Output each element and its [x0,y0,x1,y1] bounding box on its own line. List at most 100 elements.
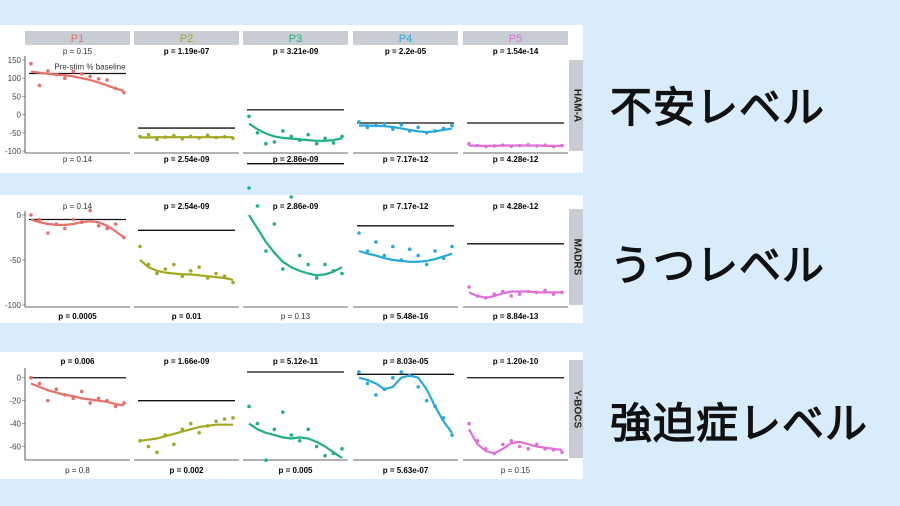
data-point-p2 [222,417,227,421]
top-p-value: p = 7.17e-12 [383,202,429,211]
data-point-p4 [357,231,361,235]
data-point-p2 [231,136,235,141]
bottom-p-value: p = 5.48e-16 [383,312,429,321]
data-point-p2 [138,134,142,139]
data-point-p1 [71,396,76,401]
data-point-p3 [340,271,344,276]
top-p-value: p = 2.2e-05 [385,47,427,56]
anxiety-level-label: 不安レベル [610,83,826,132]
data-point-p3 [306,262,310,267]
data-point-p2 [138,244,142,249]
strip-madrs [569,209,583,305]
data-point-p5 [492,451,497,456]
data-point-p2 [205,133,210,138]
facet-header-p1 [25,31,130,45]
bottom-p-value: p = 0.8 [65,466,90,475]
y-tick-label: 0 [17,374,22,383]
data-point-p1 [29,213,33,217]
data-point-p3 [255,421,260,426]
bottom-p-value: p = 0.15 [501,466,531,475]
data-point-p5 [517,143,522,148]
data-point-p3 [297,253,302,258]
data-point-p2 [172,262,176,267]
top-p-value: p = 3.21e-09 [273,47,319,56]
data-point-p5 [467,141,471,146]
data-point-p4 [357,370,361,374]
y-tick-label: 50 [12,92,21,101]
data-point-p5 [492,292,497,296]
y-tick-label: -50 [9,256,21,265]
data-point-p3 [247,404,251,409]
data-point-p4 [374,393,378,397]
data-point-p4 [407,247,412,251]
data-point-p3 [340,134,344,139]
data-point-p4 [450,123,454,128]
top-p-value: p = 1.19e-07 [164,47,210,56]
data-point-p5 [467,421,471,426]
data-point-p5 [509,439,514,443]
madrs-chart: MADRS 0 -50 -100 p = 0.14 p = 0.0005 p = 2.54e… [5,163,583,321]
top-p-value: p = 2.54e-09 [164,202,210,211]
data-point-p5 [475,294,480,298]
data-point-p1 [37,381,42,386]
data-point-p4 [424,131,429,135]
madrs-chart-panel: MADRS 0 -50 -100 p = 0.14 p = 0.0005 p = 2.54e… [0,163,583,323]
data-point-p4 [433,249,437,253]
data-point-p1 [54,222,59,226]
y-bocs-chart: Y-BOCS 0 -20 -40 -60 p = 0.006 p = 0.8 p = 1.66… [9,357,583,475]
data-point-p1 [29,375,33,380]
data-point-p1 [63,76,67,80]
y-bocs-chart-panel: Y-BOCS 0 -20 -40 -60 p = 0.006 p = 0.8 p = 1.66… [0,352,583,479]
data-point-p4 [407,129,412,133]
data-point-p4 [441,416,446,420]
bottom-p-value: p = 2.86e-09 [273,155,319,164]
data-point-p2 [146,444,151,449]
data-point-p1 [122,401,126,405]
ham-a-chart: P1 P2 P3 P4 P5 HAM-A 150 100 50 0 -50 -100 p = 0.15 p… [5,31,583,164]
facet-header-p2 [134,31,239,45]
data-point-p4 [391,127,395,131]
data-point-p5 [534,144,539,148]
data-point-p1 [63,226,67,231]
data-point-p4 [399,258,404,262]
data-point-p2 [205,276,210,280]
data-point-p1 [105,398,109,403]
strip-label-y-bocs: Y-BOCS [571,390,582,429]
y-tick-label: -20 [9,397,21,406]
y-tick-label: -60 [9,443,21,452]
data-point-p1 [46,69,50,73]
data-point-p5 [526,447,530,451]
data-point-p4 [365,249,370,253]
data-point-p3 [331,269,336,273]
data-point-p4 [365,125,370,130]
data-point-p5 [492,144,497,148]
data-point-p5 [475,439,480,443]
data-point-p1 [88,401,92,405]
data-point-p5 [551,144,556,149]
data-point-p4 [382,387,387,391]
top-p-value: p = 0.14 [63,202,93,211]
data-point-p3 [297,439,302,443]
facet-label-p4: P4 [399,33,412,45]
data-point-p5 [509,144,514,149]
data-point-p2 [222,135,227,139]
data-point-p3 [281,267,285,271]
data-point-p1 [96,396,101,401]
data-point-p1 [113,222,118,226]
data-point-p5 [475,143,480,148]
data-point-p4 [399,122,404,127]
data-point-p1 [113,404,118,409]
data-point-p1 [63,393,67,397]
data-point-p4 [391,244,395,249]
data-point-p4 [407,373,412,378]
data-point-p2 [172,442,176,447]
data-point-p4 [424,398,429,403]
data-point-p2 [138,439,142,443]
data-point-p4 [365,381,370,386]
data-point-p2 [188,134,193,139]
strip-label-madrs: MADRS [571,239,582,276]
data-point-p3 [272,222,277,226]
data-point-p4 [374,240,378,244]
data-point-p5 [517,292,522,296]
facet-header-p3 [243,31,348,45]
